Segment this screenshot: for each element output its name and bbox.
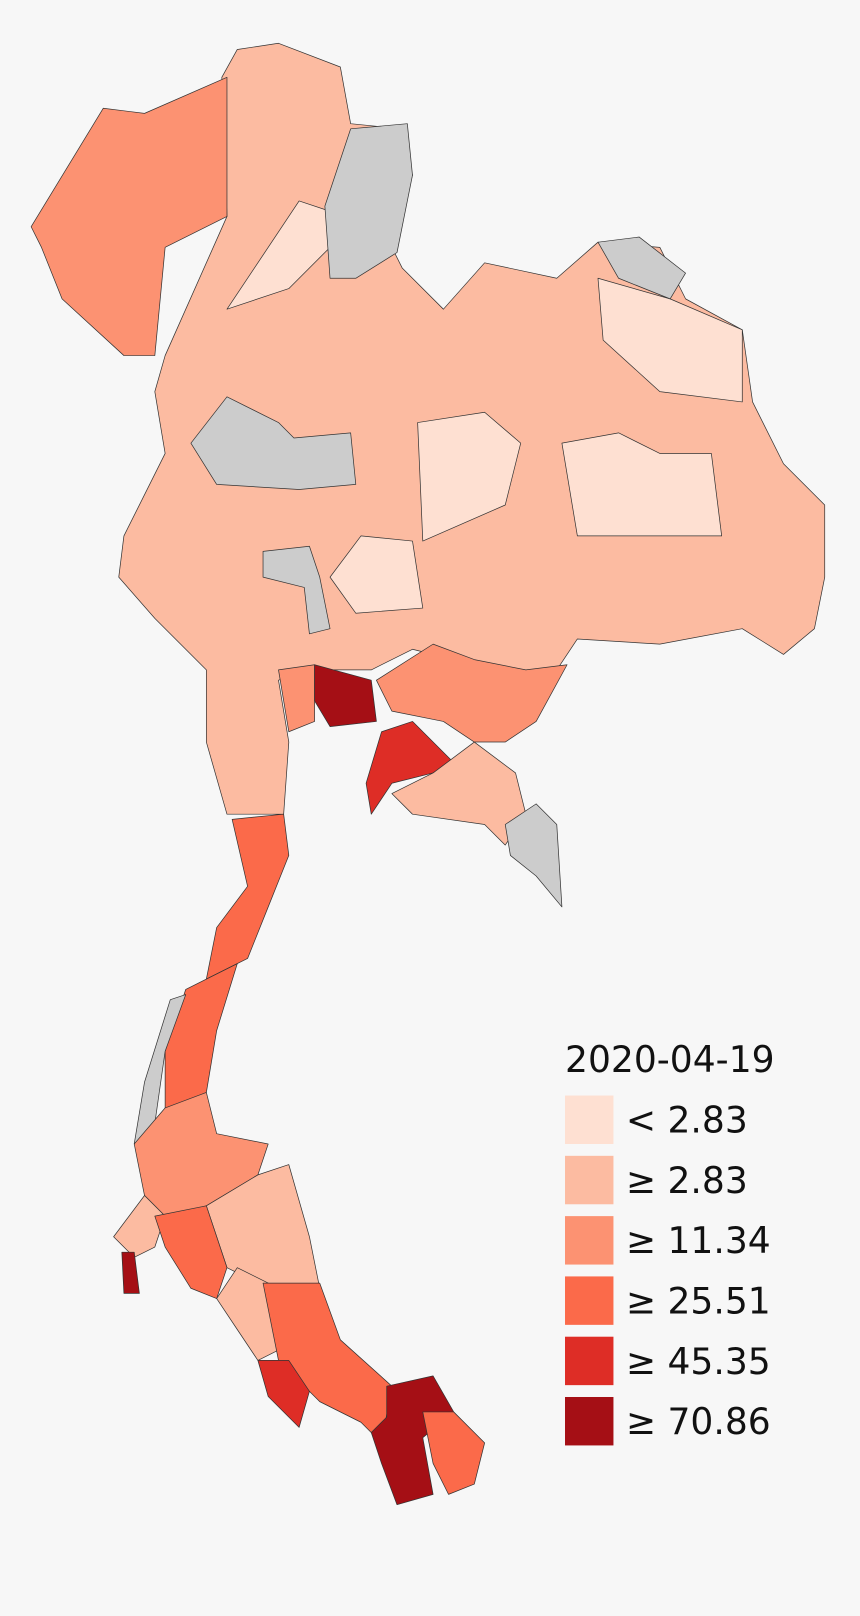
legend-title: 2020-04-19 bbox=[565, 1039, 775, 1081]
province bbox=[370, 1375, 455, 1506]
province bbox=[190, 396, 357, 490]
province bbox=[417, 411, 522, 542]
legend-label: ≥ 45.35 bbox=[626, 1341, 771, 1383]
province bbox=[376, 643, 568, 743]
legend: < 2.83 ≥ 2.83 ≥ 11.34 ≥ 25.51 ≥ 45.35 ≥ 70.86 bbox=[565, 1095, 771, 1446]
legend-swatch bbox=[565, 1336, 614, 1386]
province bbox=[504, 803, 563, 908]
province bbox=[205, 1164, 321, 1289]
legend-label: < 2.83 bbox=[626, 1100, 748, 1142]
province bbox=[121, 1251, 140, 1294]
province bbox=[597, 236, 686, 300]
legend-swatch bbox=[565, 1095, 614, 1144]
province bbox=[561, 432, 723, 537]
province bbox=[391, 741, 527, 846]
legend-label: ≥ 2.83 bbox=[626, 1160, 748, 1202]
province bbox=[257, 1360, 310, 1428]
legend-swatch bbox=[565, 1276, 614, 1325]
legend-label: ≥ 70.86 bbox=[626, 1401, 771, 1443]
legend-label: ≥ 25.51 bbox=[626, 1281, 771, 1323]
province bbox=[262, 545, 331, 635]
province bbox=[329, 535, 424, 614]
province bbox=[30, 76, 228, 356]
province bbox=[422, 1411, 485, 1495]
province bbox=[314, 664, 377, 727]
legend-swatch bbox=[565, 1216, 614, 1265]
province bbox=[324, 123, 413, 279]
province bbox=[278, 664, 315, 733]
regions bbox=[30, 42, 826, 1506]
legend-swatch bbox=[565, 1155, 614, 1205]
province bbox=[205, 813, 290, 980]
legend-swatch bbox=[565, 1396, 614, 1446]
legend-label: ≥ 11.34 bbox=[626, 1220, 771, 1262]
province bbox=[365, 721, 455, 815]
